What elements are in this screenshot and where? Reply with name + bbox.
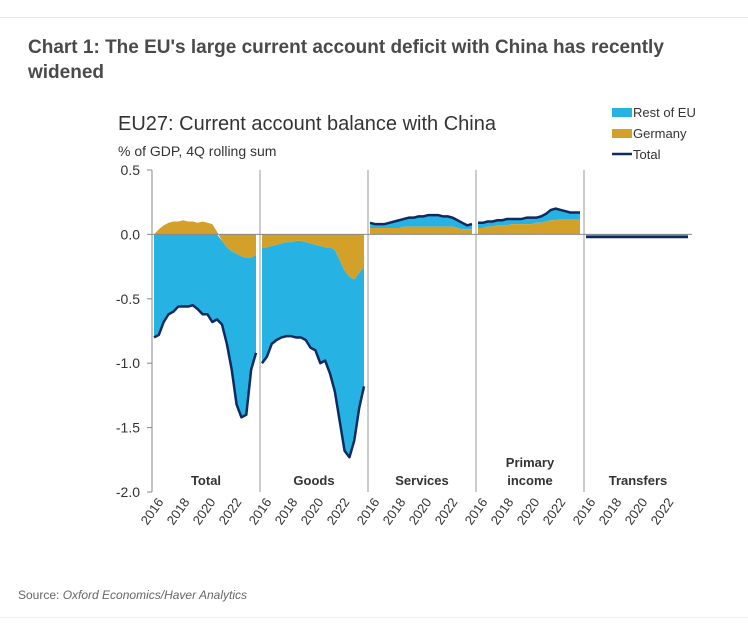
y-tick-label: -1.5 (116, 420, 140, 436)
x-tick-label: 2018 (164, 495, 193, 527)
legend-swatch-rest-of-eu (612, 108, 632, 117)
x-tick-label: 2018 (488, 495, 517, 527)
top-rule (0, 17, 748, 18)
legend-swatch-germany (612, 129, 632, 138)
germany-area (262, 234, 364, 280)
x-tick-label: 2022 (648, 495, 677, 527)
chart-subtitle: % of GDP, 4Q rolling sum (118, 143, 276, 159)
total-line (153, 303, 258, 419)
legend-label-total: Total (633, 147, 661, 162)
y-tick-label: -1.0 (116, 355, 140, 371)
x-tick-label: 2020 (622, 495, 651, 527)
x-tick-label: 2016 (246, 495, 275, 527)
germany-area (478, 218, 580, 235)
germany-area (154, 220, 256, 258)
x-tick-label: 2022 (216, 495, 245, 527)
chart-panels: Total2016201820202022Goods20162018202020… (138, 170, 692, 527)
panel-label: Primary (506, 455, 555, 470)
y-tick-label: -2.0 (116, 484, 140, 500)
legend-label-germany: Germany (633, 126, 687, 141)
total-line (261, 334, 366, 459)
x-tick-label: 2018 (272, 495, 301, 527)
x-tick-label: 2022 (432, 495, 461, 527)
legend: Rest of EU Germany Total (612, 105, 696, 162)
panel-label: Goods (293, 473, 334, 488)
x-tick-label: 2020 (298, 495, 327, 527)
y-axis: 0.5 0.0 -0.5 -1.0 -1.5 -2.0 (116, 162, 153, 500)
legend-label-rest-of-eu: Rest of EU (633, 105, 696, 120)
source-note: Source: Oxford Economics/Haver Analytics (18, 588, 247, 602)
y-tick-label: 0.0 (121, 226, 141, 242)
total-line (478, 207, 580, 225)
x-tick-label: 2022 (540, 495, 569, 527)
y-tick-label: -0.5 (116, 291, 140, 307)
y-tick-label: 0.5 (121, 162, 141, 178)
x-tick-label: 2016 (354, 495, 383, 527)
x-tick-label: 2016 (462, 495, 491, 527)
panel-label: Services (395, 473, 449, 488)
total-line (369, 213, 473, 227)
panel-label: Total (191, 473, 221, 488)
panel-label: Transfers (609, 473, 668, 488)
chart-heading: Chart 1: The EU's large current account … (28, 37, 664, 83)
x-tick-label: 2020 (406, 495, 435, 527)
source-text: Oxford Economics/Haver Analytics (62, 588, 247, 602)
x-tick-label: 2020 (190, 495, 219, 527)
eu-china-current-account-chart: EU27: Current account balance with China… (116, 105, 696, 527)
x-tick-label: 2020 (514, 495, 543, 527)
panel-label: income (507, 473, 553, 488)
x-tick-label: 2016 (570, 495, 599, 527)
x-tick-label: 2022 (324, 495, 353, 527)
x-tick-label: 2016 (138, 495, 167, 527)
chart-title: EU27: Current account balance with China (118, 113, 497, 135)
rest-of-eu-area (154, 234, 256, 418)
germany-area (370, 226, 472, 235)
bottom-rule (0, 617, 748, 618)
x-tick-label: 2018 (596, 495, 625, 527)
source-label: Source: (18, 588, 60, 602)
x-tick-label: 2018 (380, 495, 409, 527)
rest-of-eu-area (370, 215, 472, 230)
